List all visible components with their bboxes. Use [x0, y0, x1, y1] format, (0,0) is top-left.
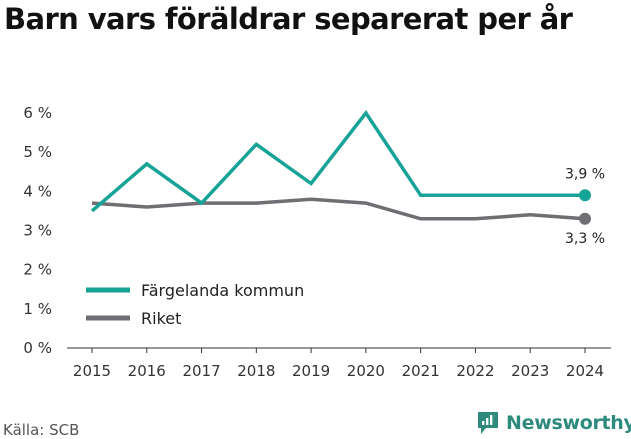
- x-tick-label: 2024: [566, 362, 604, 380]
- source-note: Källa: SCB: [3, 421, 80, 439]
- legend-label: Riket: [141, 309, 181, 328]
- y-tick-label: 0 %: [23, 339, 52, 357]
- data-point-end: [579, 212, 591, 225]
- legend: Färgelanda kommun Riket: [86, 281, 304, 328]
- y-tick-label: 6 %: [23, 104, 52, 122]
- y-tick-label: 4 %: [23, 182, 52, 200]
- y-tick-label: 2 %: [23, 261, 52, 279]
- x-tick-label: 2017: [182, 362, 220, 380]
- chart-title: Barn vars föräldrar separerat per år: [4, 2, 573, 36]
- y-tick-label: 5 %: [23, 143, 52, 161]
- x-tick-label: 2020: [347, 362, 385, 380]
- series-layer: 3,9 % 3,3 %: [90, 110, 605, 247]
- axes: 0 % 1 % 2 % 3 % 4 % 5 % 6 % 2015 2016 2017 2018 201…: [23, 104, 611, 380]
- legend-label: Färgelanda kommun: [141, 281, 304, 300]
- x-tick-label: 2019: [292, 362, 330, 380]
- x-tick-label: 2023: [511, 362, 549, 380]
- y-tick-label: 1 %: [23, 300, 52, 318]
- end-value-label: 3,9 %: [565, 166, 605, 182]
- legend-swatch: [86, 315, 130, 321]
- x-tick-label: 2021: [402, 362, 440, 380]
- end-value-label: 3,3 %: [565, 231, 605, 247]
- x-tick-label: 2018: [237, 362, 275, 380]
- series-line: [91, 197, 586, 221]
- x-tick-label: 2022: [456, 362, 494, 380]
- brand-logo[interactable]: Newsworthy: [476, 410, 631, 436]
- series-line: [90, 110, 585, 213]
- legend-swatch: [86, 287, 130, 293]
- line-chart: 0 % 1 % 2 % 3 % 4 % 5 % 6 % 2015 2016 2017 2018 201…: [23, 104, 611, 380]
- y-tick-label: 3 %: [23, 222, 52, 240]
- x-tick-label: 2015: [73, 362, 111, 380]
- brand-name: Newsworthy: [506, 412, 631, 434]
- x-tick-label: 2016: [128, 362, 166, 380]
- newsworthy-logo-icon: [478, 412, 498, 434]
- data-point-end: [579, 189, 591, 202]
